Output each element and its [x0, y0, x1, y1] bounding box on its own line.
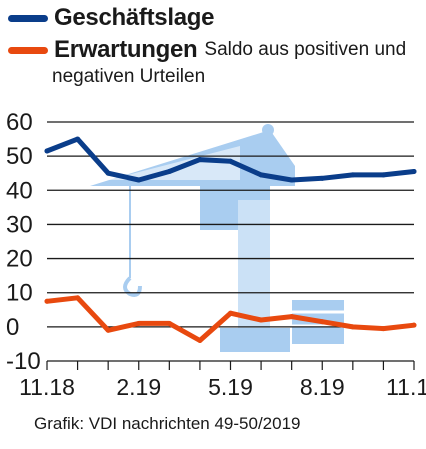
y-tick-label: 20	[6, 246, 33, 273]
legend-item-geschaeftslage: Geschäftslage	[8, 4, 214, 32]
data-point	[228, 310, 233, 316]
y-tick-label: -10	[6, 348, 41, 375]
crane-hook	[123, 276, 142, 297]
x-tick-label: 8.19	[300, 374, 345, 400]
y-tick-label: 10	[6, 280, 33, 307]
data-point	[197, 157, 203, 163]
x-tick-label: 11.19	[386, 374, 426, 400]
data-point	[166, 320, 172, 326]
data-point	[350, 172, 356, 178]
data-point	[228, 158, 233, 164]
data-series	[44, 136, 417, 344]
data-point	[380, 326, 386, 332]
line-chart: 60 50 40 30 20 10 0 -10 11.18 2.19 5.19 8.19 11.19	[6, 109, 426, 400]
data-point	[166, 169, 172, 175]
y-tick-label: 40	[6, 177, 33, 204]
y-tick-label: 60	[6, 109, 33, 136]
data-point	[380, 172, 386, 178]
legend-swatch-erwartungen	[8, 46, 48, 54]
data-point	[350, 324, 356, 330]
data-point	[75, 295, 81, 301]
data-point	[197, 338, 203, 344]
y-tick-label: 50	[6, 143, 33, 170]
data-point	[105, 170, 111, 176]
data-point	[411, 322, 417, 328]
data-point	[258, 172, 264, 178]
x-axis: 11.18 2.19 5.19 8.19 11.19	[19, 360, 426, 400]
data-point	[136, 177, 142, 183]
data-point	[289, 314, 295, 320]
x-tick-label: 5.19	[208, 374, 253, 400]
data-point	[44, 148, 50, 154]
legend-note-line2: negativen Urteilen	[52, 66, 206, 87]
crane-top-pulley	[262, 124, 274, 136]
data-point	[319, 319, 325, 325]
legend-item-erwartungen: Erwartungen Saldo aus positiven und	[8, 36, 406, 64]
data-point	[136, 320, 142, 326]
data-point	[44, 298, 50, 304]
data-point	[289, 177, 295, 183]
x-tick-label: 2.19	[116, 374, 161, 400]
source-credit: Grafik: VDI nachrichten 49-50/2019	[34, 414, 301, 433]
y-tick-labels: 60 50 40 30 20 10 0 -10	[6, 109, 41, 375]
legend-swatch-geschaeftslage	[8, 14, 48, 22]
legend-note-line1: Saldo aus positiven und	[204, 39, 407, 60]
data-point	[75, 136, 81, 142]
data-point	[319, 175, 325, 181]
crane-base	[220, 328, 290, 352]
legend-label-erwartungen: Erwartungen	[54, 36, 198, 63]
data-point	[105, 327, 111, 333]
data-point	[258, 317, 264, 323]
construction-crane-icon	[90, 124, 344, 352]
y-tick-label: 30	[6, 211, 33, 238]
legend-label-geschaeftslage: Geschäftslage	[54, 4, 215, 31]
x-tick-label: 11.18	[19, 374, 75, 400]
data-point	[411, 169, 417, 175]
y-tick-label: 0	[6, 314, 19, 341]
